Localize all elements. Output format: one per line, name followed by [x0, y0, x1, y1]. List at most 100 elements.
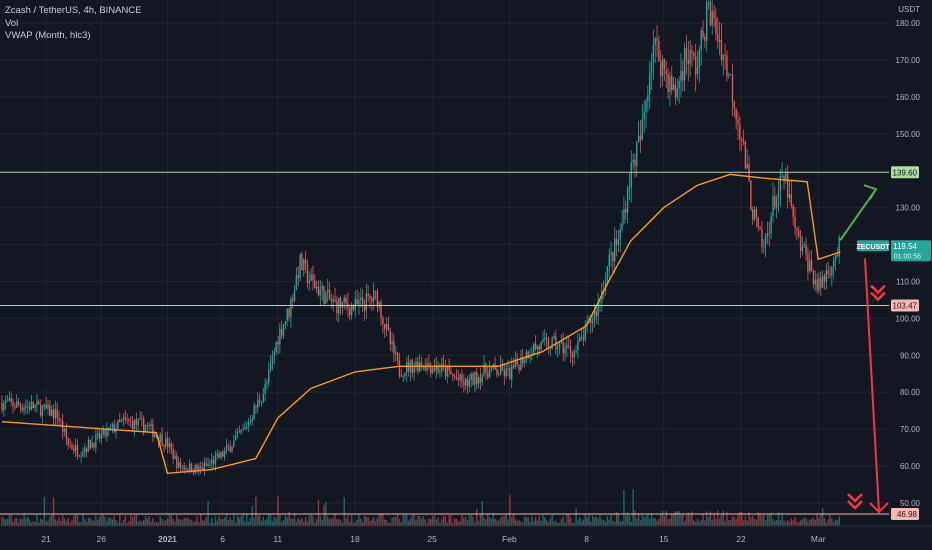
candle: [689, 40, 691, 77]
candle-body: [89, 439, 92, 448]
candle-body: [194, 465, 196, 473]
candle-body: [1, 403, 3, 411]
volume-bar: [531, 516, 533, 526]
candle-body: [742, 140, 745, 142]
candle: [647, 85, 649, 113]
target-down-arrow[interactable]: [864, 258, 880, 513]
candle: [6, 394, 9, 402]
volume-bar: [406, 515, 408, 526]
volume-bar: [212, 522, 215, 526]
candle-body: [571, 352, 574, 358]
candle-body: [109, 427, 112, 429]
candle: [38, 399, 40, 405]
volume-bar: [389, 522, 391, 526]
candle: [827, 261, 829, 280]
candle-body: [43, 404, 46, 407]
candle: [523, 357, 526, 368]
candle-body: [726, 55, 728, 77]
candle-body: [428, 363, 430, 367]
volume-bar: [742, 520, 745, 526]
candle: [562, 332, 564, 362]
trade-arrows[interactable]: [839, 184, 889, 514]
candle-body: [812, 270, 815, 285]
time-axis[interactable]: 21 26 2021 6 11 18 25 Feb 8 15 22 Mar: [0, 525, 932, 544]
target-up-arrowhead[interactable]: [863, 184, 878, 200]
candle-body: [277, 341, 279, 345]
volume-bar: [255, 496, 257, 526]
price-axis[interactable]: USDT 50.00 60.00 70.00 80.00 90.00 100.00 110.0…: [896, 5, 921, 508]
candle-body: [376, 290, 379, 307]
candle: [818, 272, 820, 294]
volume-bar: [573, 522, 575, 526]
candle-body: [542, 339, 544, 342]
candle: [148, 422, 150, 431]
candle-body: [501, 364, 504, 371]
volume-bar: [672, 513, 675, 526]
volume-bar: [266, 518, 268, 526]
candle-body: [106, 429, 108, 436]
volume-bar: [87, 517, 90, 526]
candle: [203, 457, 206, 476]
candle-body: [665, 69, 667, 74]
vwap-indicator-label[interactable]: VWAP (Month, hlc3): [5, 30, 91, 41]
candle-body: [258, 399, 261, 403]
horizontal-levels[interactable]: [0, 171, 889, 515]
candle-body: [656, 38, 658, 41]
down-marker-target-b[interactable]: [847, 500, 863, 510]
candle-body: [284, 321, 287, 325]
candle: [430, 361, 432, 378]
candle-body: [834, 255, 837, 261]
volume-bar: [183, 517, 185, 526]
down-marker-target-a[interactable]: [847, 493, 863, 503]
volume-bar: [694, 521, 697, 526]
candle: [591, 315, 594, 333]
volume-bar: [242, 514, 244, 526]
candle-body: [645, 101, 647, 112]
time-axis-tick-label: 6: [220, 534, 225, 544]
candle: [100, 429, 103, 445]
candle: [39, 399, 42, 418]
candle: [731, 63, 734, 117]
volume-bar: [339, 520, 342, 526]
candle-body: [231, 447, 233, 452]
volume-bar: [470, 515, 472, 526]
down-marker-support-a[interactable]: [870, 284, 886, 295]
volume-indicator-label[interactable]: Vol: [5, 17, 19, 29]
candle: [724, 43, 726, 70]
volume-bar: [271, 521, 274, 526]
candle: [768, 221, 770, 247]
candle-body: [325, 293, 327, 304]
time-axis-tick-label: 15: [659, 534, 669, 544]
candle-body: [479, 377, 482, 383]
candle-body: [65, 428, 68, 439]
candle-body: [683, 48, 686, 81]
candle-body: [636, 142, 638, 167]
candle: [564, 342, 566, 361]
volume-bar: [137, 521, 139, 526]
candle: [141, 411, 143, 427]
candle: [273, 347, 276, 364]
volume-bar: [73, 516, 75, 526]
candle: [198, 463, 200, 476]
candle-body: [45, 404, 47, 409]
volume-bar: [148, 516, 150, 526]
candle-body: [227, 445, 230, 447]
candle: [172, 443, 174, 464]
volume-bar: [155, 521, 158, 526]
volume-bar: [720, 513, 723, 526]
volume-bar: [198, 521, 200, 526]
candle-body: [179, 461, 182, 468]
volume-bar: [275, 517, 277, 526]
down-marker-support-b[interactable]: [870, 291, 886, 302]
candle: [295, 267, 298, 291]
candle-body: [242, 428, 244, 430]
volume-bar: [591, 515, 594, 526]
target-down-arrowhead[interactable]: [869, 502, 889, 514]
volume-bar: [814, 519, 816, 526]
candle: [1, 395, 3, 413]
candle-body: [236, 431, 239, 437]
candle: [744, 140, 747, 170]
candle: [470, 371, 472, 388]
candle: [71, 441, 73, 451]
